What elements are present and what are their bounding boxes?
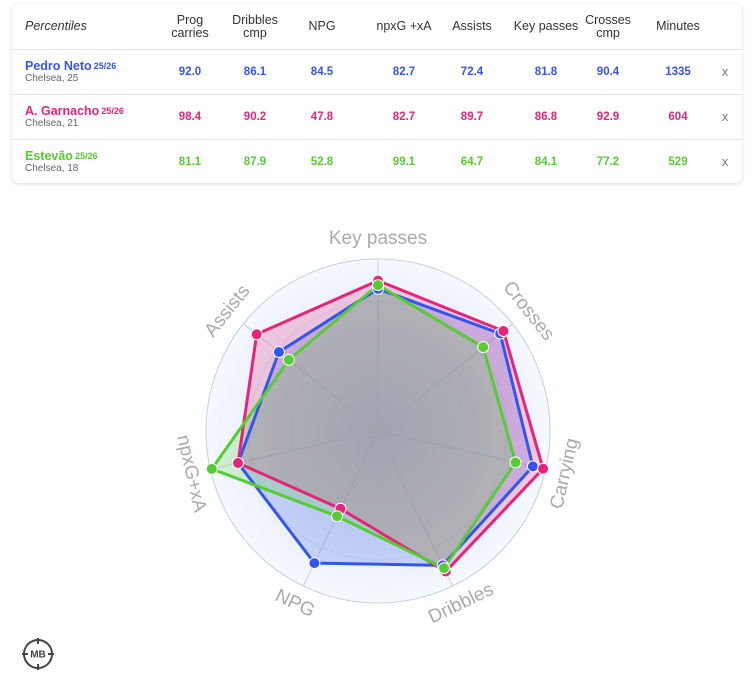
stat-value: 99.1	[392, 155, 416, 168]
stat-value: 92.9	[596, 110, 620, 123]
stat-value: 86.8	[534, 110, 558, 123]
stat-value: 529	[668, 155, 688, 168]
radar-outline	[210, 283, 517, 570]
radar-point	[509, 456, 522, 469]
logo-text: MB	[30, 650, 46, 661]
radar-axis-label: Key passes	[329, 228, 427, 249]
stat-value: 90.2	[243, 110, 267, 123]
stat-value: 1335	[665, 65, 691, 78]
column-header-line: Minutes	[656, 19, 700, 33]
column-header-crosses-cmp[interactable]: Crosses cmp	[576, 4, 640, 49]
radar-point	[272, 346, 285, 358]
player-club: Chelsea, 21	[25, 118, 79, 129]
player-name[interactable]: Estevão 25/26	[25, 149, 97, 163]
season-label: 25/26	[93, 61, 117, 71]
radar-point	[282, 353, 295, 366]
radar-axis-label: npxG+xA	[172, 433, 210, 515]
column-header-line: npxG +xA	[376, 19, 432, 33]
remove-player-button[interactable]: x	[721, 154, 729, 169]
column-header-line: NPG	[308, 19, 336, 33]
radar-point	[331, 510, 343, 523]
column-header-line: Crosses	[585, 12, 631, 27]
radar-outline	[236, 279, 545, 573]
season-label: 25/26	[74, 151, 98, 161]
stat-value: 81.1	[178, 155, 202, 168]
column-header-npxg-xa[interactable]: npxG +xA	[364, 4, 444, 49]
radar-point	[372, 279, 384, 292]
radar-axis-label: Carrying	[546, 436, 583, 511]
radar-point	[537, 462, 550, 475]
column-header-line: Key passes	[513, 19, 579, 33]
radar-area	[238, 280, 544, 572]
radar-point	[438, 562, 450, 575]
radar-spoke	[243, 323, 379, 432]
table-row: Pedro Neto 25/26 Chelsea, 25 92.0 86.1 84.5 82…	[12, 49, 742, 95]
stat-value: 86.1	[243, 65, 267, 78]
radar-point	[477, 341, 490, 354]
stat-value: 604	[668, 110, 688, 123]
column-header-line: cmp	[243, 25, 267, 40]
stat-value: 92.0	[178, 65, 202, 78]
radar-point	[250, 328, 263, 341]
radar-spoke	[377, 323, 513, 432]
column-header-dribbles-cmp[interactable]: Dribbles cmp	[218, 4, 292, 49]
radar-axis-label: NPG	[272, 585, 318, 622]
stat-value: 81.8	[534, 65, 558, 78]
player-club: Chelsea, 18	[25, 163, 79, 174]
player-name-text: Estevão	[25, 149, 73, 163]
radar-point	[526, 460, 539, 473]
column-header-line: carries	[171, 25, 209, 40]
column-header-minutes[interactable]: Minutes	[646, 4, 710, 49]
stat-value: 84.5	[310, 65, 334, 78]
comparison-table: Percentiles Prog carries Dribbles cmp NPG …	[12, 4, 742, 183]
mb-logo: MB	[22, 638, 54, 670]
column-header-npg[interactable]: NPG	[290, 4, 354, 49]
stat-value: 64.7	[460, 155, 484, 168]
stat-value: 87.9	[243, 155, 267, 168]
column-header-line: Prog	[176, 12, 204, 27]
column-header-key-passes[interactable]: Key passes	[504, 4, 588, 49]
column-header-prog-carries[interactable]: Prog carries	[158, 4, 222, 49]
stat-value: 89.7	[460, 110, 484, 123]
stat-value: 82.7	[392, 110, 416, 123]
stat-value: 52.8	[310, 155, 334, 168]
stat-value: 82.7	[392, 65, 416, 78]
season-label: 25/26	[101, 106, 124, 116]
column-header-line: Assists	[452, 19, 492, 33]
column-header-line: Dribbles	[232, 12, 278, 27]
remove-player-button[interactable]: x	[721, 109, 729, 124]
stat-value: 84.1	[534, 155, 558, 168]
radar-point	[497, 325, 510, 337]
radar-point	[232, 457, 244, 469]
table-row: A. Garnacho 25/26 Chelsea, 21 98.4 90.2 47.8 8…	[12, 94, 742, 140]
table-row: Estevão 25/26 Chelsea, 18 81.1 87.9 52.8 99.1 6…	[12, 139, 742, 184]
column-header-assists[interactable]: Assists	[440, 4, 504, 49]
stat-value: 90.4	[596, 65, 620, 78]
radar-outline	[236, 287, 535, 567]
radar-point	[308, 557, 321, 570]
stat-value: 72.4	[460, 65, 484, 78]
stat-value: 47.8	[310, 110, 334, 123]
remove-player-button[interactable]: x	[721, 64, 729, 79]
player-name-text: Pedro Neto	[25, 59, 92, 73]
table-header: Percentiles Prog carries Dribbles cmp NPG …	[12, 4, 742, 50]
player-name[interactable]: A. Garnacho 25/26	[25, 104, 124, 118]
radar-chart: Key passesCrossesCarryingDribblesNPGnpxG…	[172, 228, 583, 628]
stat-value: 77.2	[596, 155, 620, 168]
column-header-line: cmp	[596, 25, 620, 40]
player-name-text: A. Garnacho	[25, 104, 100, 118]
player-name[interactable]: Pedro Neto 25/26	[25, 59, 116, 73]
stat-value: 98.4	[178, 110, 202, 123]
percentiles-label: Percentiles	[25, 19, 87, 33]
radar-point	[205, 462, 218, 475]
player-club: Chelsea, 25	[25, 73, 79, 84]
